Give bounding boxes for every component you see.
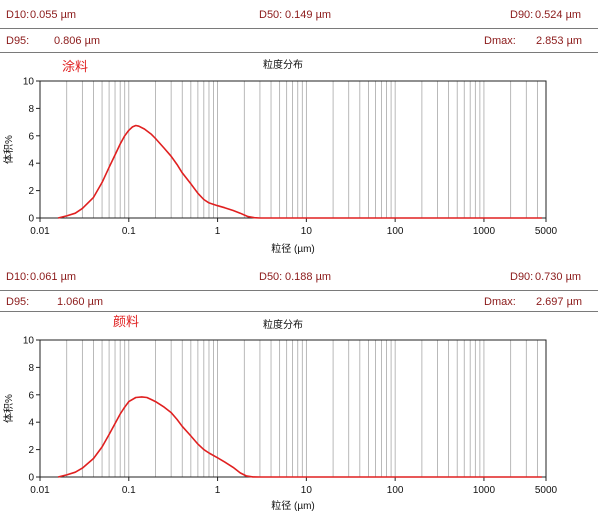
stats-divider [0,28,598,29]
x-axis-label: 粒径 (µm) [271,499,315,512]
d50-label: D50: [259,271,283,283]
d50-label: D50: [259,9,283,21]
x-tick-label: 0.01 [30,226,50,237]
dmax-label: Dmax: [484,35,516,47]
x-tick-label: 10 [301,226,313,237]
x-tick-label: 10 [301,485,313,496]
x-axis-label: 粒径 (µm) [271,242,315,255]
sample-label: 颜料 [113,314,139,330]
stats-row-1: D10: 0.055 µm D50: 0.149 µm D90: 0.524 µ… [0,6,598,26]
y-tick-label: 6 [28,131,34,142]
y-tick-label: 8 [28,363,34,374]
stats-row-2: D95: 0.806 µm Dmax: 2.853 µm [0,32,598,52]
x-tick-label: 5000 [535,226,558,237]
y-axis-label: 体积% [3,394,15,423]
d90-label: D90: [510,9,534,21]
d50-value: 0.149 µm [285,9,332,21]
x-tick-label: 100 [387,226,404,237]
y-tick-label: 2 [28,186,34,197]
y-tick-label: 10 [23,77,35,88]
dmax-value: 2.697 µm [536,296,583,308]
d10-value: 0.061 µm [30,271,77,283]
d90-label: D90: [510,271,534,283]
x-tick-label: 0.1 [122,226,136,237]
d10-label: D10: [6,9,30,21]
chart-title: 粒度分布 [263,318,303,331]
d95-label: D95: [6,35,30,47]
d90-value: 0.524 µm [535,9,582,21]
d90-value: 0.730 µm [535,271,582,283]
x-tick-label: 1000 [473,226,496,237]
d95-value: 0.806 µm [54,35,101,47]
x-tick-label: 1 [215,485,221,496]
y-tick-label: 2 [28,445,34,456]
y-tick-label: 10 [23,336,35,347]
y-axis-label: 体积% [3,135,15,164]
x-tick-label: 1000 [473,485,496,496]
x-tick-label: 100 [387,485,404,496]
d50-value: 0.188 µm [285,271,332,283]
y-tick-label: 6 [28,390,34,401]
x-tick-label: 5000 [535,485,558,496]
dmax-label: Dmax: [484,296,516,308]
stats-divider [0,311,598,312]
y-tick-label: 0 [28,473,34,484]
y-tick-label: 4 [28,159,34,170]
d10-value: 0.055 µm [30,9,77,21]
d95-label: D95: [6,296,30,308]
distribution-curve [57,124,542,219]
y-tick-label: 8 [28,104,34,115]
stats-row-4: D95: 1.060 µm Dmax: 2.697 µm [0,293,598,313]
d95-value: 1.060 µm [57,296,104,308]
distribution-curve [57,396,542,478]
dmax-value: 2.853 µm [536,35,583,47]
x-tick-label: 0.1 [122,485,136,496]
x-tick-label: 1 [215,226,221,237]
y-tick-label: 4 [28,418,34,429]
stats-row-3: D10: 0.061 µm D50: 0.188 µm D90: 0.730 µ… [0,268,598,288]
chart-title: 粒度分布 [263,58,303,71]
y-tick-label: 0 [28,214,34,225]
stats-divider [0,52,598,53]
x-tick-label: 0.01 [30,485,50,496]
sample-label: 涂料 [62,59,88,75]
stats-divider [0,290,598,291]
d10-label: D10: [6,271,30,283]
